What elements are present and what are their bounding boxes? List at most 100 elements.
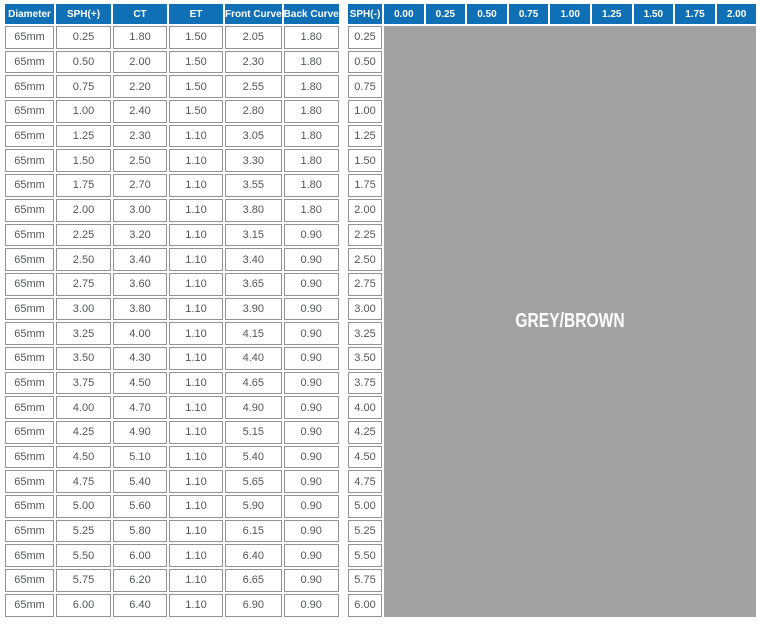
column-header: 2.00: [716, 4, 757, 24]
table-cell: 1.80: [283, 75, 339, 99]
row-label: 3.00: [348, 297, 382, 321]
row-label: 5.00: [348, 495, 382, 518]
table-cell: 65mm: [5, 272, 54, 296]
table-cell: 5.40: [225, 445, 282, 469]
table-row: 4.00: [348, 396, 756, 419]
table-row: 2.25: [348, 223, 756, 247]
table-row: 65mm 0.25 1.80 1.50 2.05 1.80: [5, 26, 339, 49]
table-cell: 1.80: [283, 50, 339, 74]
table-cell: 65mm: [5, 198, 54, 222]
table-cell: 65mm: [5, 50, 54, 74]
table-cell: 2.50: [56, 248, 111, 271]
table-cell: 1.25: [56, 124, 111, 148]
table-row: 65mm 1.75 2.70 1.10 3.55 1.80: [5, 174, 339, 197]
table-cell: 65mm: [5, 421, 54, 444]
column-header: Back Curve: [283, 4, 339, 24]
table-cell: 65mm: [5, 495, 54, 518]
table-cell: 6.20: [113, 569, 167, 592]
table-row: 5.75: [348, 569, 756, 592]
table-cell: 3.40: [225, 248, 282, 271]
row-label: 2.50: [348, 248, 382, 271]
table-cell: 2.00: [113, 50, 167, 74]
table-cell: 5.00: [56, 495, 111, 518]
table-row: 65mm 5.50 6.00 1.10 6.40 0.90: [5, 544, 339, 568]
table-cell: 1.10: [169, 544, 223, 568]
column-header: 1.25: [591, 4, 632, 24]
table-cell: 1.10: [169, 445, 223, 469]
table-cell: 2.75: [56, 272, 111, 296]
table-row: 65mm 2.50 3.40 1.10 3.40 0.90: [5, 248, 339, 271]
table-cell: 65mm: [5, 75, 54, 99]
table-row: 4.75: [348, 470, 756, 494]
table-cell: 1.10: [169, 470, 223, 494]
table-cell: 65mm: [5, 470, 54, 494]
table-cell: 1.10: [169, 223, 223, 247]
table-cell: 5.65: [225, 470, 282, 494]
table-cell: 0.90: [283, 272, 339, 296]
table-cell: 4.25: [56, 421, 111, 444]
table-cell: 0.90: [283, 223, 339, 247]
table-cell: 4.00: [113, 322, 167, 345]
table-cell: 1.10: [169, 322, 223, 345]
minus-table-header: SPH(-) 0.00 0.25 0.50 0.75 1.00 1.25 1.50 1.75 2.…: [348, 4, 757, 24]
table-cell: 1.10: [169, 593, 223, 617]
table-cell: 1.10: [169, 495, 223, 518]
table-cell: 3.05: [225, 124, 282, 148]
table-row: 65mm 4.25 4.90 1.10 5.15 0.90: [5, 421, 339, 444]
table-row: 65mm 4.00 4.70 1.10 4.90 0.90: [5, 396, 339, 419]
header-row: Diameter SPH(+) CT ET Front Curve Back Curve: [5, 4, 339, 24]
column-header: Front Curve: [225, 4, 282, 24]
table-row: 65mm 0.50 2.00 1.50 2.30 1.80: [5, 50, 339, 74]
table-cell: 65mm: [5, 223, 54, 247]
table-cell: 65mm: [5, 124, 54, 148]
table-row: 3.75: [348, 371, 756, 395]
table-cell: 65mm: [5, 174, 54, 197]
minus-power-availability-table: SPH(-) 0.00 0.25 0.50 0.75 1.00 1.25 1.50 1.75 2.…: [346, 2, 758, 619]
column-header: 0.50: [467, 4, 507, 24]
table-row: 0.25 GREY/BROWN: [348, 26, 757, 617]
table-cell: 2.20: [113, 75, 167, 99]
table-row: 65mm 4.75 5.40 1.10 5.65 0.90: [5, 470, 339, 494]
table-cell: 65mm: [5, 26, 54, 49]
table-cell: 5.90: [225, 495, 282, 518]
table-row: 65mm 6.00 6.40 1.10 6.90 0.90: [5, 593, 339, 617]
table-cell: 3.75: [56, 371, 111, 395]
table-cell: 1.10: [169, 248, 223, 271]
table-cell: 1.10: [169, 569, 223, 592]
table-cell: 0.90: [283, 421, 339, 444]
row-label: 4.25: [348, 421, 382, 444]
table-cell: 0.90: [283, 346, 339, 370]
table-cell: 6.15: [225, 519, 282, 543]
table-cell: 4.40: [225, 346, 282, 370]
table-cell: 2.40: [113, 100, 167, 123]
table-row: 65mm 3.00 3.80 1.10 3.90 0.90: [5, 297, 339, 321]
table-cell: 6.40: [225, 544, 282, 568]
column-header: SPH(+): [56, 4, 111, 24]
table-cell: 0.90: [283, 297, 339, 321]
row-label: 2.25: [348, 223, 382, 247]
table-row: 65mm 0.75 2.20 1.50 2.55 1.80: [5, 75, 339, 99]
row-label: 5.75: [348, 569, 382, 592]
table-row: 3.50: [348, 346, 756, 370]
row-label: 2.75: [348, 272, 382, 296]
table-cell: 1.80: [283, 124, 339, 148]
table-cell: 0.75: [56, 75, 111, 99]
table-cell: 4.90: [225, 396, 282, 419]
table-cell: 6.00: [56, 593, 111, 617]
table-cell: 1.75: [56, 174, 111, 197]
column-header: 1.00: [550, 4, 590, 24]
table-row: 65mm 3.75 4.50 1.10 4.65 0.90: [5, 371, 339, 395]
table-cell: 3.15: [225, 223, 282, 247]
table-cell: 0.90: [283, 248, 339, 271]
table-row: 2.75: [348, 272, 756, 296]
column-header: 0.25: [425, 4, 466, 24]
table-row: 1.00: [348, 100, 756, 123]
plus-power-spec-table: Diameter SPH(+) CT ET Front Curve Back Curve …: [3, 2, 341, 619]
row-label: 1.25: [348, 124, 382, 148]
table-cell: 1.50: [56, 149, 111, 173]
table-cell: 2.55: [225, 75, 282, 99]
table-cell: 1.10: [169, 396, 223, 419]
row-label: 5.25: [348, 519, 382, 543]
table-cell: 65mm: [5, 371, 54, 395]
table-row: 65mm 5.00 5.60 1.10 5.90 0.90: [5, 495, 339, 518]
